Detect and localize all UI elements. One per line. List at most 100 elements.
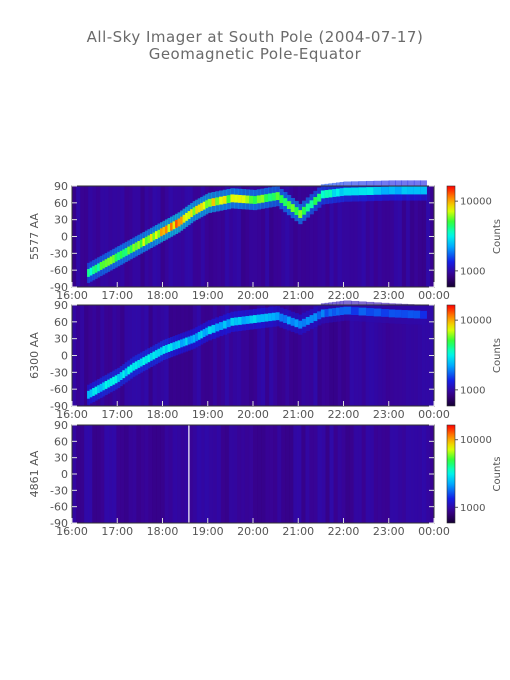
heatmap-cell	[268, 193, 273, 202]
heatmap-streak	[80, 425, 85, 523]
heatmap-streak	[172, 186, 178, 287]
heatmap-streak	[224, 425, 230, 523]
heatmap-cell	[147, 354, 151, 363]
heatmap-streak	[192, 186, 198, 287]
heatmap-streak	[188, 186, 194, 287]
heatmap-cell	[92, 388, 96, 396]
heatmap-cell	[211, 198, 216, 207]
heatmap-streak	[425, 305, 431, 406]
heatmap-cell	[339, 188, 344, 197]
heatmap-cell	[109, 256, 113, 265]
heatmap-streak	[244, 425, 250, 523]
heatmap-streak	[277, 305, 282, 406]
x-tick-label: 22:00	[328, 408, 360, 421]
heatmap-streak	[212, 305, 218, 406]
heatmap-streak	[108, 425, 113, 523]
heatmap-streak	[345, 186, 351, 287]
heatmap-streak	[76, 305, 81, 406]
heatmap-cell	[180, 339, 184, 348]
heatmap-streak	[297, 425, 302, 523]
heatmap-streak	[220, 305, 226, 406]
colorbar	[446, 424, 456, 524]
heatmap-streak	[261, 425, 266, 523]
heatmap-streak	[156, 425, 161, 523]
heatmap-streak	[212, 425, 218, 523]
heatmap-streak	[309, 305, 314, 406]
heatmap-streak	[92, 186, 97, 287]
heatmap-streak	[80, 305, 85, 406]
heatmap-cell	[298, 210, 303, 218]
heatmap-cell	[187, 336, 191, 345]
heatmap-cell	[373, 308, 382, 317]
heatmap-cell	[152, 351, 156, 360]
heatmap-streak	[301, 425, 306, 523]
heatmap-cell	[107, 257, 111, 266]
heatmap-cell	[260, 314, 265, 323]
y-tick-label: 30	[54, 452, 68, 465]
heatmap-cell	[366, 308, 375, 316]
x-tick-label: 00:00	[418, 408, 450, 421]
heatmap-streak	[236, 425, 242, 523]
heatmap-streak	[401, 186, 407, 287]
heatmap-cell	[283, 315, 288, 323]
heatmap-cell	[234, 194, 239, 203]
heatmap-cell	[142, 357, 146, 366]
heatmap-streak	[248, 186, 254, 287]
heatmap-cell	[144, 236, 148, 245]
heatmap-cell	[420, 186, 427, 195]
heatmap-streak	[216, 425, 222, 523]
heatmap-streak	[285, 305, 290, 406]
heatmap-streak	[88, 186, 93, 287]
heatmap-cell	[129, 364, 133, 373]
heatmap-cell	[388, 186, 396, 195]
heatmap-cell	[102, 382, 106, 391]
heatmap-streak	[409, 425, 415, 523]
heatmap-streak	[305, 305, 310, 406]
heatmap-streak	[188, 305, 194, 406]
heatmap-streak	[409, 186, 415, 287]
heatmap-streak	[232, 186, 238, 287]
heatmap-streak	[393, 425, 399, 523]
heatmap-cell	[309, 315, 314, 323]
y-tick-label: -60	[50, 501, 68, 514]
heatmap-streak	[393, 305, 399, 406]
heatmap-cell	[226, 319, 231, 328]
heatmap-streak	[184, 425, 190, 523]
x-tick-label: 23:00	[373, 525, 405, 538]
heatmap-streak	[248, 425, 254, 523]
heatmap-cell	[253, 315, 258, 323]
heatmap-streak	[208, 305, 214, 406]
heatmap-streak	[357, 186, 363, 287]
colorbar-label: Counts	[492, 457, 503, 492]
heatmap-streak	[425, 186, 431, 287]
heatmap-streak	[409, 305, 415, 406]
heatmap-streak	[413, 425, 419, 523]
x-tick-label: 22:00	[328, 525, 360, 538]
heatmap-streak	[204, 186, 210, 287]
heatmap-streak	[301, 186, 306, 287]
heatmap-cell	[127, 246, 131, 255]
heatmap-streak	[325, 425, 330, 523]
heatmap-cell	[147, 235, 151, 244]
heatmap-streak	[381, 425, 387, 523]
heatmap-cell	[256, 314, 262, 323]
heatmap-streak	[80, 186, 85, 287]
x-tick-label: 16:00	[56, 289, 88, 302]
heatmap-streak	[321, 425, 326, 523]
heatmap-cell	[313, 313, 318, 322]
heatmap-streak	[184, 186, 190, 287]
colorbar-label: Counts	[492, 219, 503, 254]
y-tick-label: -60	[50, 264, 68, 277]
heatmap-cell	[317, 193, 322, 202]
heatmap-cell	[165, 345, 169, 353]
y-tick-label: 30	[54, 333, 68, 346]
heatmap-cell	[351, 187, 360, 196]
heatmap-streak	[289, 305, 294, 406]
heatmap-streak	[385, 186, 391, 287]
heatmap-cell	[185, 212, 189, 221]
heatmap-streak	[381, 186, 387, 287]
heatmap-cell	[320, 190, 326, 199]
heatmap-cell	[401, 186, 409, 195]
heatmap-cell	[260, 194, 265, 203]
